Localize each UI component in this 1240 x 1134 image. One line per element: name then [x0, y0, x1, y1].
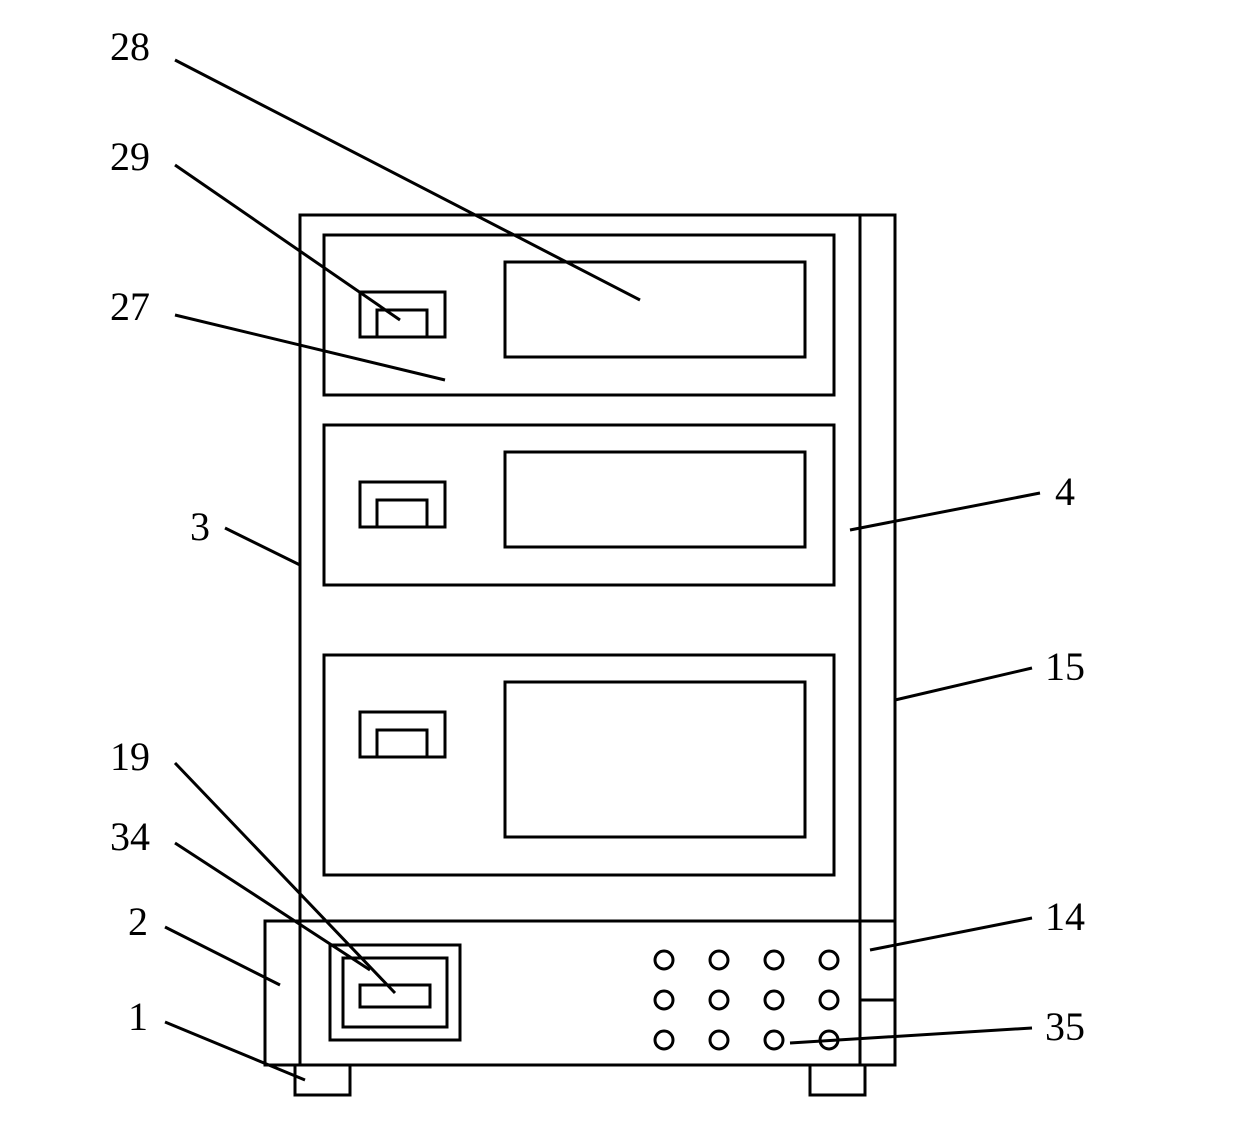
drawer-window	[505, 682, 805, 837]
panel-button-icon	[655, 991, 673, 1009]
callout-35: 35	[790, 1004, 1085, 1049]
callout-label: 27	[110, 284, 150, 329]
callout-14: 14	[870, 894, 1085, 950]
callout-3: 3	[190, 504, 300, 565]
callout-2: 2	[128, 899, 280, 985]
panel-button-icon	[820, 991, 838, 1009]
callout-27: 27	[110, 284, 445, 380]
leader-line	[175, 315, 445, 380]
drawer-handle-outer	[360, 712, 445, 757]
drawer-frame	[324, 655, 834, 875]
panel-button-icon	[710, 951, 728, 969]
drawer-window	[505, 262, 805, 357]
drawer-3	[324, 655, 834, 875]
callout-label: 29	[110, 134, 150, 179]
callout-29: 29	[110, 134, 400, 320]
drawer-frame	[324, 425, 834, 585]
leader-line	[165, 1022, 305, 1080]
drawer-handle-outer	[360, 482, 445, 527]
drawer-handle-inner	[377, 500, 427, 527]
drawer-1	[324, 235, 834, 395]
callout-label: 4	[1055, 469, 1075, 514]
panel-button-icon	[710, 1031, 728, 1049]
right-side-panel	[860, 215, 895, 1000]
drawer-frame	[324, 235, 834, 395]
cabinet-body	[300, 215, 860, 1065]
callout-28: 28	[110, 24, 640, 300]
callout-15: 15	[895, 644, 1085, 700]
drawer-handle-outer	[360, 292, 445, 337]
drawer-handle-inner	[377, 310, 427, 337]
leader-line	[895, 668, 1032, 700]
callout-label: 19	[110, 734, 150, 779]
leader-line	[850, 493, 1040, 530]
callout-4: 4	[850, 469, 1075, 530]
panel-button-icon	[655, 1031, 673, 1049]
panel-button-icon	[655, 951, 673, 969]
panel-screen-slot	[360, 985, 430, 1007]
diagram-canvas: 28292731934214151435	[0, 0, 1240, 1134]
foot-2	[810, 1065, 865, 1095]
callout-label: 2	[128, 899, 148, 944]
leader-line	[175, 60, 640, 300]
drawer-window	[505, 452, 805, 547]
panel-button-icon	[765, 1031, 783, 1049]
callout-label: 1	[128, 994, 148, 1039]
panel-button-icon	[765, 951, 783, 969]
callout-label: 3	[190, 504, 210, 549]
leader-line	[225, 528, 300, 565]
callout-label: 28	[110, 24, 150, 69]
leader-line	[165, 927, 280, 985]
leader-line	[175, 763, 395, 993]
panel-button-icon	[765, 991, 783, 1009]
callout-19: 19	[110, 734, 395, 993]
leader-line	[175, 165, 400, 320]
callout-label: 35	[1045, 1004, 1085, 1049]
drawer-handle-inner	[377, 730, 427, 757]
panel-button-icon	[710, 991, 728, 1009]
callout-1: 1	[128, 994, 305, 1080]
panel-button-icon	[820, 951, 838, 969]
callout-label: 14	[1045, 894, 1085, 939]
drawer-2	[324, 425, 834, 585]
leader-line	[175, 843, 370, 970]
callout-label: 15	[1045, 644, 1085, 689]
callout-label: 34	[110, 814, 150, 859]
